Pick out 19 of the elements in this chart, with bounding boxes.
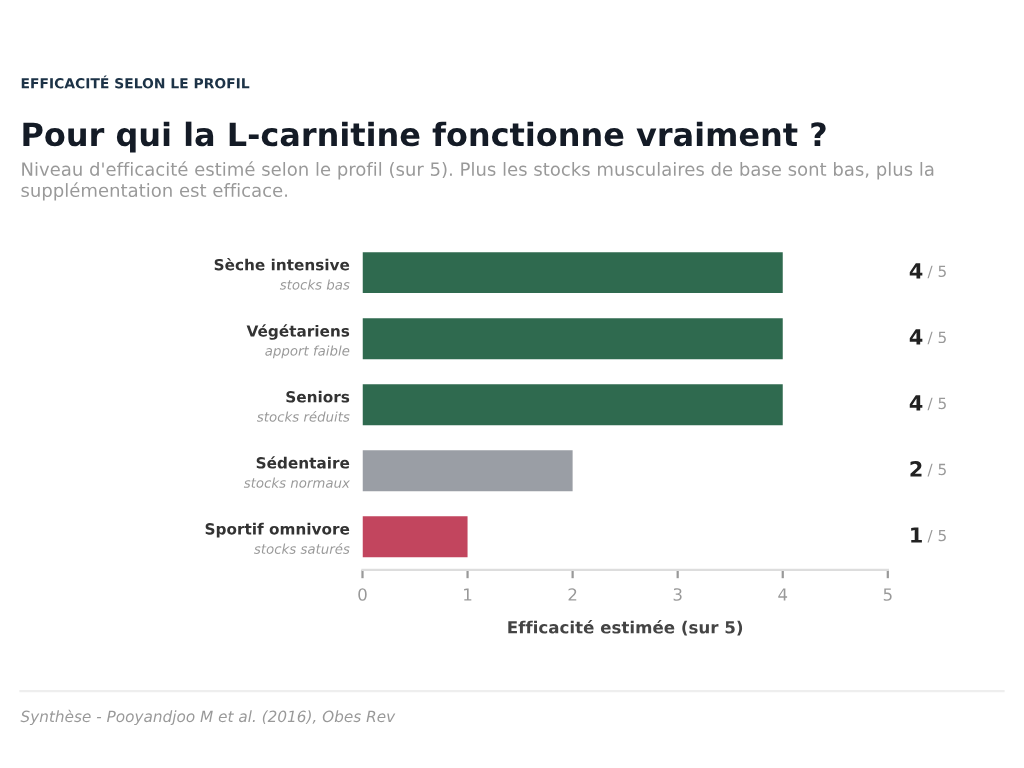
data-label: 4 — [909, 263, 923, 279]
x-tick-label: 5 — [883, 588, 892, 601]
x-axis-title: Efficacité estimée (sur 5) — [508, 620, 743, 636]
data-label: 1 — [911, 527, 922, 543]
data-label: 2 — [910, 461, 922, 477]
bar — [362, 252, 783, 294]
bar — [362, 318, 783, 360]
x-tick-label: 3 — [673, 588, 682, 601]
bar — [362, 516, 468, 558]
chart-title: Pour qui la L-carnitine fonctionne vraiment ? — [23, 121, 826, 153]
bar — [362, 384, 783, 426]
x-tick-label: 0 — [358, 588, 367, 601]
data-label: 4 — [909, 329, 923, 345]
x-tick-label: 1 — [464, 588, 472, 601]
x-tick-label: 4 — [778, 588, 788, 601]
x-tick-label: 2 — [568, 588, 577, 601]
bar — [362, 450, 573, 492]
chart-subtitle: Niveau d'efficacité estimé selon le profil (sur 5). Plus les stocks musculaires de base sont bas, plus la supplémentation est efficace. — [21, 161, 934, 201]
data-label: 4 — [909, 395, 923, 411]
